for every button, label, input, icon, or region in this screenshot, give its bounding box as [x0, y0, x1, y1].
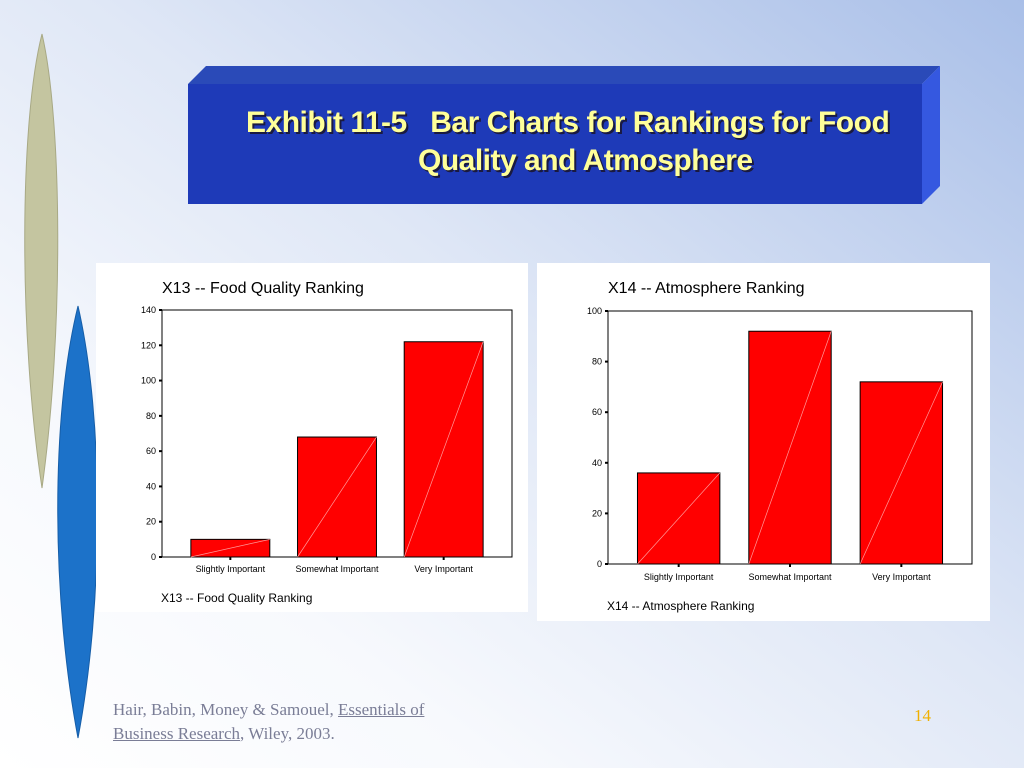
- bar-shading-line: [637, 472, 721, 565]
- bar-shading-line: [748, 331, 832, 565]
- y-tick-label: 80: [592, 357, 602, 367]
- chart-panel-atmosphere: 0 20 40 60 80 100 Slightly Important Somewhat I…: [537, 263, 990, 621]
- slide-title-line1: Exhibit 11-5 Bar Charts for Rankings for…: [246, 106, 890, 139]
- food-quality-bar-chart: 0 20 40 60 80 100 120 140 Slightly Important Some…: [141, 305, 513, 574]
- y-tick-label: 20: [592, 508, 602, 518]
- y-tick-label: 80: [146, 411, 156, 421]
- bar-shading-line: [190, 539, 270, 558]
- bar-shading-line: [403, 341, 484, 558]
- y-tick-label: 120: [141, 340, 156, 350]
- olive-leaf-shape: [24, 33, 59, 489]
- page-number: 14: [914, 706, 931, 725]
- y-tick-label: 20: [146, 517, 156, 527]
- chart-x-axis-label: X14 -- Atmosphere Ranking: [607, 599, 755, 613]
- slide-title-line2: Quality and Atmosphere: [418, 144, 753, 177]
- footer-publisher: , Wiley, 2003.: [240, 724, 335, 743]
- footer-authors: Hair, Babin, Money & Samouel,: [113, 700, 339, 719]
- y-tick-label: 0: [597, 559, 602, 569]
- y-tick-label: 40: [146, 481, 156, 491]
- category-label: Slightly Important: [196, 564, 266, 574]
- category-label: Slightly Important: [644, 572, 714, 582]
- blue-leaf-shape: [57, 305, 98, 739]
- chart-title: X14 -- Atmosphere Ranking: [608, 280, 805, 297]
- y-tick-label: 100: [587, 306, 602, 316]
- y-tick-label: 60: [146, 446, 156, 456]
- citation-footer: Hair, Babin, Money & Samouel, Essentials…: [113, 698, 424, 746]
- y-tick-label: 60: [592, 407, 602, 417]
- y-tick-label: 100: [141, 376, 156, 386]
- bar-shading-line: [859, 381, 943, 565]
- category-label: Very Important: [872, 572, 931, 582]
- chart-title: X13 -- Food Quality Ranking: [162, 280, 364, 297]
- chart-x-axis-label: X13 -- Food Quality Ranking: [161, 591, 313, 605]
- title-banner: [188, 66, 940, 204]
- footer-book-title-1: Essentials of: [338, 700, 425, 719]
- y-tick-label: 40: [592, 458, 602, 468]
- category-label: Somewhat Important: [748, 572, 832, 582]
- y-tick-label: 0: [151, 552, 156, 562]
- atmosphere-bar-chart: 0 20 40 60 80 100 Slightly Important Somewhat I…: [587, 306, 973, 582]
- category-label: Somewhat Important: [295, 564, 379, 574]
- footer-book-title-2: Business Research: [113, 724, 241, 743]
- chart-panel-food-quality: 0 20 40 60 80 100 120 140 Slightly Important Some…: [96, 263, 528, 612]
- y-tick-label: 140: [141, 305, 156, 315]
- bar-shading-line: [297, 436, 377, 558]
- category-label: Very Important: [414, 564, 473, 574]
